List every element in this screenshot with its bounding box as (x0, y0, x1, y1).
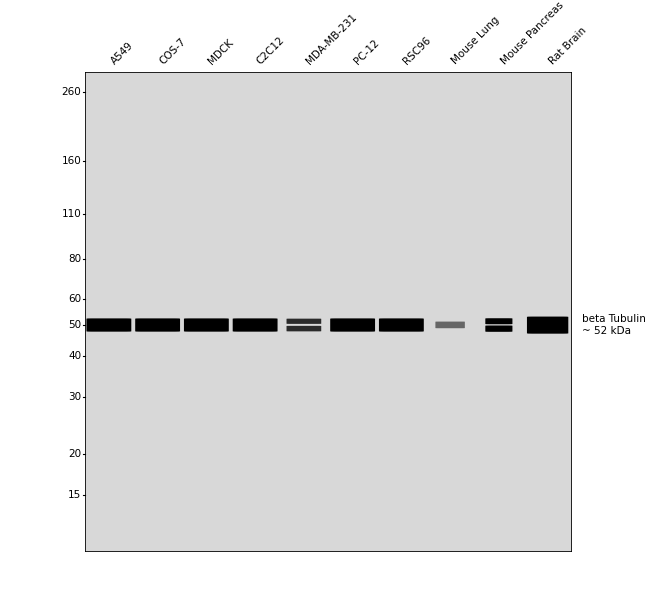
Text: C2C12: C2C12 (255, 34, 287, 66)
Text: 30: 30 (68, 392, 81, 402)
Text: Mouse Pancreas: Mouse Pancreas (499, 0, 566, 66)
Text: 110: 110 (62, 209, 81, 218)
FancyBboxPatch shape (330, 319, 375, 332)
FancyBboxPatch shape (287, 326, 321, 331)
Text: COS-7: COS-7 (157, 36, 188, 66)
Text: Rat Brain: Rat Brain (547, 25, 589, 66)
FancyBboxPatch shape (86, 319, 131, 332)
FancyBboxPatch shape (135, 319, 180, 332)
Text: 80: 80 (68, 254, 81, 263)
FancyBboxPatch shape (184, 319, 229, 332)
FancyBboxPatch shape (379, 319, 424, 332)
Text: 20: 20 (68, 449, 81, 459)
FancyBboxPatch shape (527, 317, 568, 334)
Text: PC-12: PC-12 (352, 37, 382, 66)
Text: MDCK: MDCK (207, 37, 235, 66)
Text: 50: 50 (68, 320, 81, 330)
Text: beta Tubulin
~ 52 kDa: beta Tubulin ~ 52 kDa (582, 314, 645, 335)
Text: 40: 40 (68, 352, 81, 361)
FancyBboxPatch shape (436, 322, 465, 328)
Text: RSC96: RSC96 (402, 35, 433, 66)
FancyBboxPatch shape (486, 318, 512, 324)
Text: 260: 260 (62, 87, 81, 97)
Text: Mouse Lung: Mouse Lung (450, 15, 501, 66)
Text: 15: 15 (68, 490, 81, 500)
FancyBboxPatch shape (233, 319, 278, 332)
FancyBboxPatch shape (287, 319, 321, 324)
Text: 60: 60 (68, 294, 81, 304)
Text: A549: A549 (109, 40, 135, 66)
Text: MDA-MB-231: MDA-MB-231 (304, 11, 358, 66)
Text: 160: 160 (62, 156, 81, 166)
FancyBboxPatch shape (486, 325, 512, 332)
